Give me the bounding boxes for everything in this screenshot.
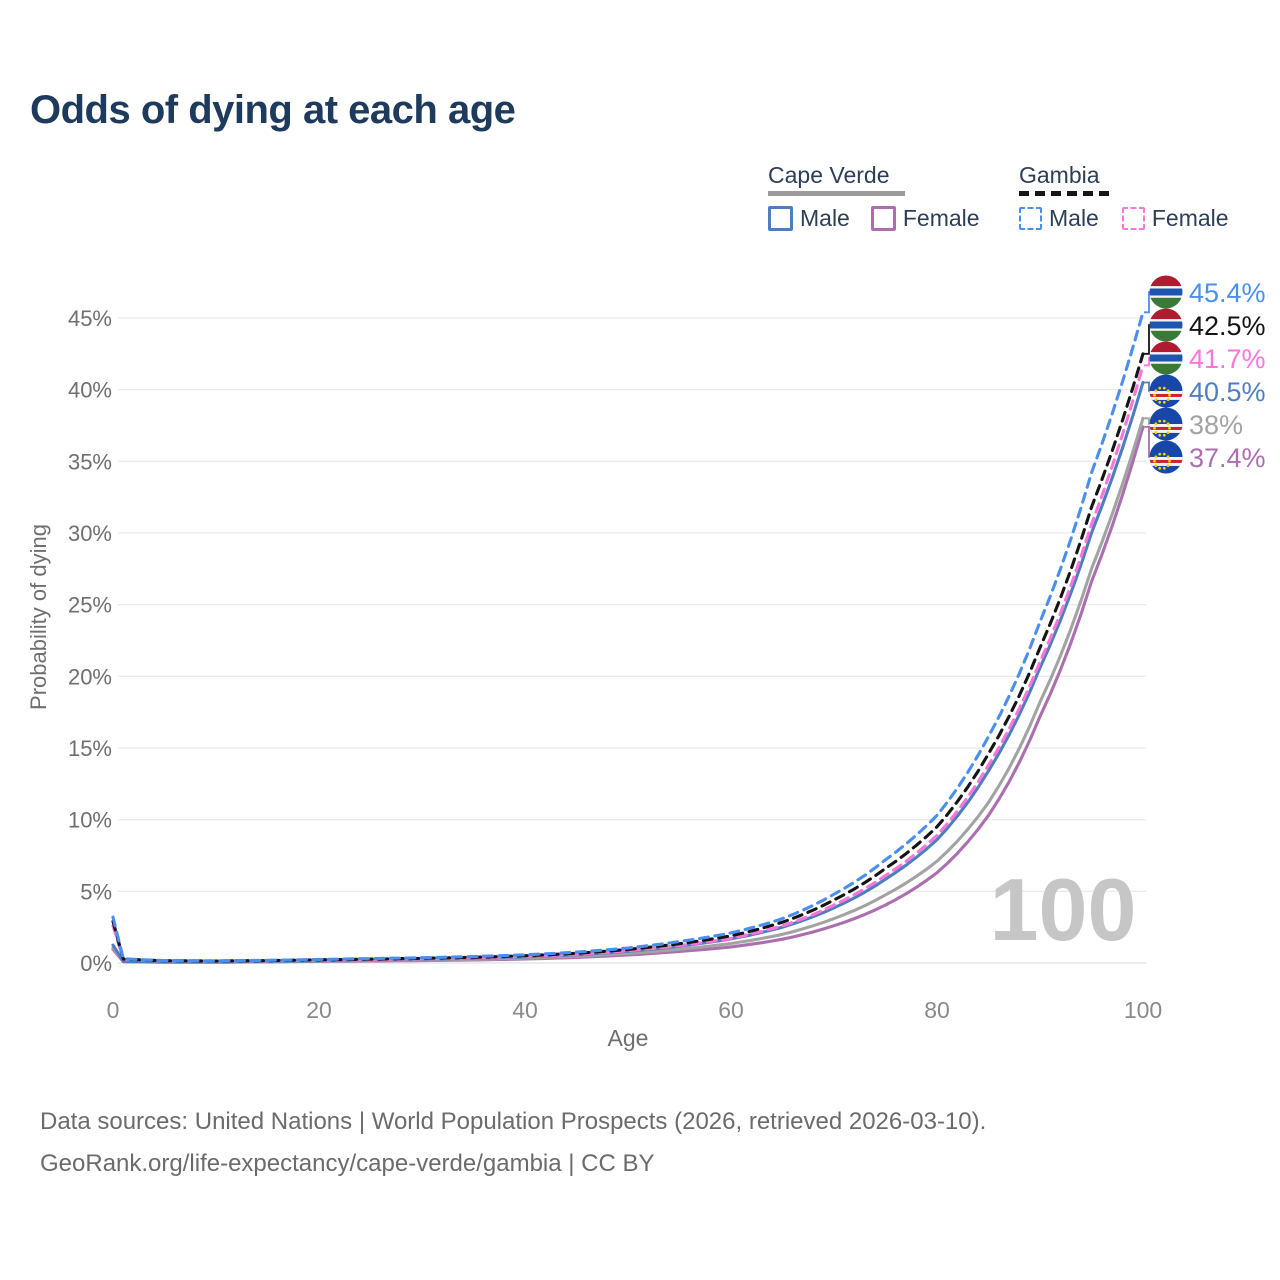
series-line-cape-verde-all[interactable]: [111, 416, 1145, 964]
gambia-flag-icon: [1149, 308, 1183, 342]
gambia-flag-icon: [1149, 275, 1183, 309]
legend-row-gambia: Male Female: [1019, 205, 1229, 232]
x-tick-label-0: 0: [107, 997, 120, 1023]
chart-canvas: 0% 5% 10% 15% 20% 25% 30% 35% 40% 45% 0 20 40 60 80 100…: [26, 275, 1266, 1051]
legend-group-gambia-label: Gambia: [1019, 162, 1100, 188]
y-tick-label-15: 15%: [68, 736, 112, 761]
x-tick-label-40: 40: [512, 997, 538, 1023]
legend-group-gambia: Gambia Male Female: [1019, 162, 1229, 232]
legend-label-female: Female: [902, 205, 980, 231]
legend-group-cape-verde: Cape Verde Male Female: [768, 162, 980, 232]
legend-item-cape-verde-male[interactable]: Male: [768, 205, 850, 232]
age-counter-watermark: 100: [990, 860, 1137, 959]
legend-label-female: Female: [1151, 205, 1229, 231]
series-line-cape-verde-female-female[interactable]: [111, 425, 1145, 964]
end-marker-cape-verde-male-male: 40.5%: [1144, 374, 1266, 408]
y-tick-label-5: 5%: [80, 879, 112, 904]
end-value-label-cape-verde-female-female: 37.4%: [1189, 443, 1266, 473]
y-tick-label-40: 40%: [68, 378, 112, 403]
series-line-gambia-all[interactable]: [111, 352, 1145, 963]
series-line-gambia-male-male[interactable]: [111, 310, 1145, 963]
x-tick-label-80: 80: [924, 997, 950, 1023]
series-line-cape-verde-male-male[interactable]: [111, 380, 1145, 964]
cape-verde-linestyle-swatch: [768, 191, 905, 196]
y-tick-label-20: 20%: [68, 664, 112, 689]
legend-label-male: Male: [1049, 205, 1099, 231]
gambia-flag-icon: [1149, 341, 1183, 375]
end-marker-cape-verde-all: 38%: [1144, 407, 1243, 441]
y-tick-label-25: 25%: [68, 593, 112, 618]
end-value-label-gambia-female-female: 41.7%: [1189, 344, 1266, 374]
cape-verde-flag-icon: [1149, 440, 1183, 474]
x-axis-title: Age: [608, 1025, 649, 1051]
legend-item-gambia-female[interactable]: Female: [1121, 205, 1229, 232]
footer-data-sources: Data sources: United Nations | World Pop…: [40, 1108, 987, 1135]
y-tick-label-30: 30%: [68, 521, 112, 546]
end-value-label-cape-verde-male-male: 40.5%: [1189, 377, 1266, 407]
end-marker-gambia-all: 42.5%: [1144, 308, 1266, 355]
gambia-male-swatch-icon[interactable]: [1019, 207, 1042, 230]
x-tick-label-100: 100: [1124, 997, 1162, 1023]
chart-title: Odds of dying at each age: [30, 88, 516, 132]
legend-group-cape-verde-label: Cape Verde: [768, 162, 890, 188]
series-line-gambia-female-female[interactable]: [111, 363, 1145, 963]
end-value-label-gambia-male-male: 45.4%: [1189, 278, 1266, 308]
cape-verde-flag-icon: [1149, 407, 1183, 441]
legend-item-cape-verde-female[interactable]: Female: [870, 205, 980, 232]
legend-item-gambia-male[interactable]: Male: [1019, 205, 1099, 232]
footer-attribution-link: GeoRank.org/life-expectancy/cape-verde/g…: [40, 1150, 655, 1177]
legend-label-male: Male: [800, 205, 850, 231]
end-marker-gambia-male-male: 45.4%: [1144, 275, 1266, 314]
y-tick-label-45: 45%: [68, 306, 112, 331]
y-tick-label-35: 35%: [68, 449, 112, 474]
gambia-female-swatch-icon[interactable]: [1121, 207, 1145, 230]
end-marker-gambia-female-female: 41.7%: [1144, 341, 1266, 375]
cape-verde-flag-icon: [1149, 374, 1183, 408]
cape-verde-male-swatch-icon[interactable]: [768, 206, 793, 231]
x-tick-label-60: 60: [718, 997, 744, 1023]
end-marker-cape-verde-female-female: 37.4%: [1144, 426, 1266, 474]
legend-row-cape-verde: Male Female: [768, 205, 980, 232]
y-tick-label-10: 10%: [68, 808, 112, 833]
y-tick-label-0: 0%: [80, 951, 112, 976]
x-tick-label-20: 20: [306, 997, 332, 1023]
end-value-label-cape-verde-all: 38%: [1189, 410, 1243, 440]
cape-verde-female-swatch-icon[interactable]: [870, 206, 896, 231]
end-value-label-gambia-all: 42.5%: [1189, 311, 1266, 341]
gambia-linestyle-swatch: [1019, 191, 1109, 196]
y-axis-title: Probability of dying: [26, 524, 51, 710]
